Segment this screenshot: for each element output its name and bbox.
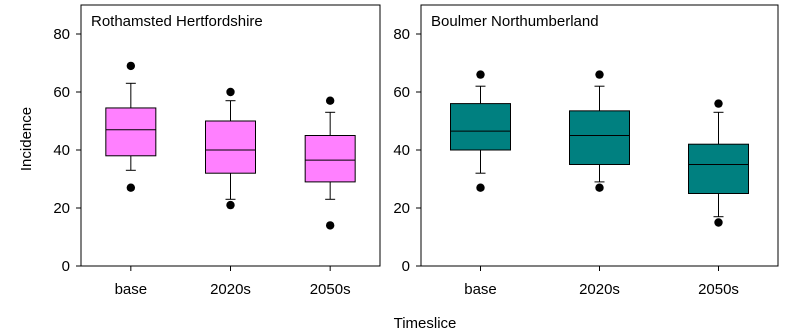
outlier-point xyxy=(226,87,235,97)
y-axis: 0 20 40 60 80 xyxy=(53,26,81,275)
x-axis: base 2020s 2050s xyxy=(115,266,351,298)
outlier-point xyxy=(126,61,136,71)
iqr-box xyxy=(205,120,256,174)
outlier-point xyxy=(476,70,485,79)
y-tick-label: 40 xyxy=(53,142,70,159)
panel-title: Rothamsted Hertfordshire xyxy=(91,13,263,30)
box-base xyxy=(105,61,157,192)
iqr-box xyxy=(304,135,356,183)
x-tick-label: base xyxy=(115,281,148,298)
panel-boulmer: Boulmer Northumberland 0 20 40 60 80 base 202… xyxy=(393,4,779,298)
outlier-point xyxy=(226,200,235,210)
outlier-point xyxy=(325,221,335,230)
box-2050s xyxy=(688,99,749,227)
iqr-box xyxy=(569,110,630,165)
y-tick-label: 60 xyxy=(53,84,70,101)
x-axis-title: Timeslice xyxy=(394,315,457,332)
y-axis-title: Incidence xyxy=(18,107,35,171)
iqr-box xyxy=(105,107,157,157)
x-tick-label: 2020s xyxy=(579,281,620,298)
box-2020s xyxy=(569,70,630,192)
x-tick-label: 2050s xyxy=(698,281,739,298)
box-2050s xyxy=(304,96,356,230)
box-series xyxy=(450,70,749,227)
box-2020s xyxy=(205,87,256,210)
panel-rothamsted: Rothamsted Hertfordshire 0 20 40 60 80 base 2… xyxy=(53,4,381,298)
box-base xyxy=(450,70,511,192)
outlier-point xyxy=(714,99,723,108)
outlier-point xyxy=(476,183,485,192)
iqr-box xyxy=(450,103,511,151)
x-axis: base 2020s 2050s xyxy=(464,266,739,298)
outlier-point xyxy=(325,96,335,105)
y-tick-label: 80 xyxy=(393,26,410,43)
y-tick-label: 20 xyxy=(393,200,410,217)
y-tick-label: 40 xyxy=(393,142,410,159)
box-series xyxy=(105,61,356,230)
y-tick-label: 0 xyxy=(62,258,70,275)
y-tick-label: 0 xyxy=(402,258,410,275)
x-tick-label: 2020s xyxy=(210,281,251,298)
outlier-point xyxy=(595,183,604,192)
iqr-box xyxy=(688,143,749,194)
outlier-point xyxy=(126,183,136,192)
panel-title: Boulmer Northumberland xyxy=(431,13,599,30)
x-tick-label: 2050s xyxy=(310,281,351,298)
outlier-point xyxy=(595,70,604,79)
outlier-point xyxy=(714,218,723,227)
y-tick-label: 60 xyxy=(393,84,410,101)
y-tick-label: 20 xyxy=(53,200,70,217)
y-tick-label: 80 xyxy=(53,26,70,43)
y-axis: 0 20 40 60 80 xyxy=(393,26,421,275)
x-tick-label: base xyxy=(464,281,497,298)
